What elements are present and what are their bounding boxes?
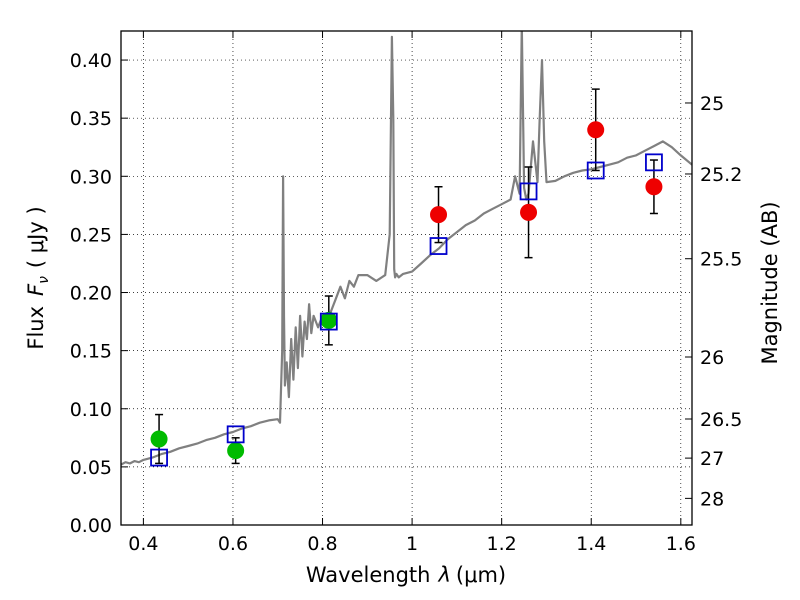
model-photometry-point [150,448,168,467]
x-tick-label: 1 [406,533,418,555]
ticks: 0.4 0.6 0.8 1 1.2 1.4 1.6 0.00 0.05 0.10 0.15 0.20 0… [70,31,742,555]
optical-point [320,311,338,329]
y-axis-label-main: Flux [24,306,48,350]
nir-point [645,178,663,196]
nir-point [430,206,448,224]
y-tick-label: 0.15 [70,341,112,363]
y-axis-label-unit: ( μJy ) [24,206,48,268]
y-axis-label-symbol: F [24,283,48,296]
y-axis-label: Flux Fν ( μJy ) [24,206,52,349]
y-axis-label-symbol-sub: ν [36,276,52,284]
x-axis-label: Wavelength λ (μm) [306,563,506,587]
y-tick-label: 0.40 [70,50,112,72]
plot-area-background [121,31,692,525]
x-tick-label: 0.6 [218,533,248,555]
y2-axis-label: Magnitude (AB) [758,201,782,364]
y-tick-label: 0.10 [70,399,112,421]
y-tick-label: 0.05 [70,457,112,479]
x-tick-label: 1.4 [576,533,606,555]
x-tick-label: 0.4 [128,533,158,555]
model-photometry-point [319,312,338,331]
nir-point [587,121,605,139]
model-photometry-point [519,182,538,201]
x-axis-label-main: Wavelength [306,563,431,587]
y2-tick-label: 25.2 [700,164,742,186]
x-tick-label: 1.2 [487,533,517,555]
spectrum-line [121,31,692,466]
y-tick-label: 0.25 [70,224,112,246]
y-tick-label: 0.30 [70,166,112,188]
x-axis-label-unit: (μm) [456,563,506,587]
y2-tick-label: 28 [700,488,724,510]
optical-point [150,430,168,448]
x-tick-label: 1.6 [666,533,696,555]
y-tick-label: 0.35 [70,108,112,130]
y2-tick-label: 26.5 [700,409,742,431]
x-axis-label-symbol: λ [437,563,450,587]
model-photometry-point [586,161,605,180]
model-photometry-point [645,153,663,172]
x-tick-label: 0.8 [307,533,337,555]
y-tick-label: 0.00 [70,515,112,537]
y2-tick-label: 27 [700,448,724,470]
nir-point [520,203,538,221]
y-tick-label: 0.20 [70,283,112,305]
y2-tick-label: 26 [700,347,724,369]
model-photometry-point [429,237,448,255]
model-photometry-point [226,425,245,444]
y2-tick-label: 25 [700,93,724,115]
plot-frame [120,30,693,526]
y2-tick-label: 25.5 [700,249,742,271]
plot-content [121,31,692,467]
optical-point [227,442,245,460]
